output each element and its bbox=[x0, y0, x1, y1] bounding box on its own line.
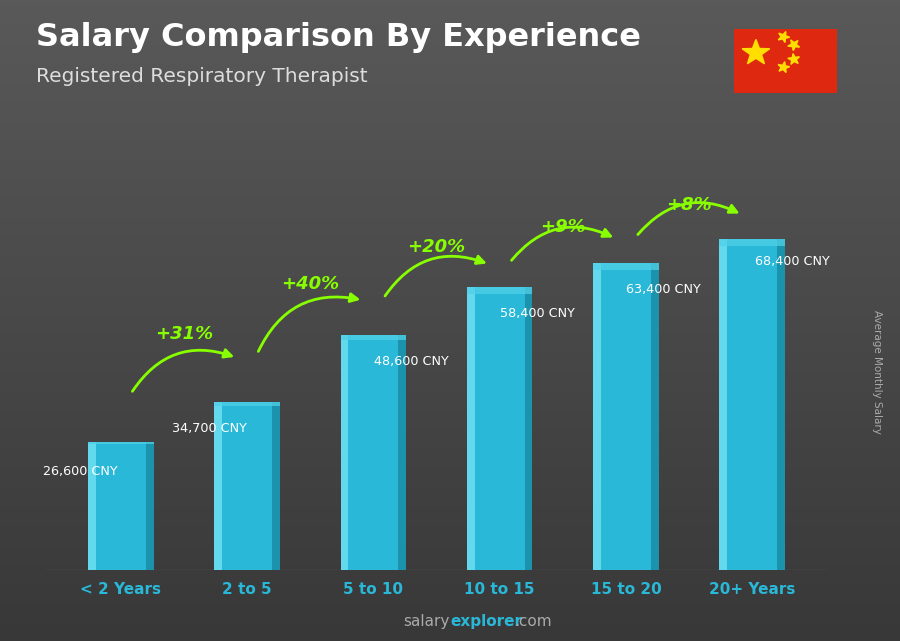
Bar bbox=[593, 263, 601, 570]
Bar bbox=[593, 263, 659, 270]
Bar bbox=[525, 287, 533, 570]
Text: .com: .com bbox=[515, 615, 553, 629]
Text: 34,700 CNY: 34,700 CNY bbox=[172, 422, 247, 435]
Text: 63,400 CNY: 63,400 CNY bbox=[626, 283, 701, 296]
Bar bbox=[399, 335, 406, 570]
Bar bbox=[88, 442, 154, 570]
Text: 58,400 CNY: 58,400 CNY bbox=[500, 307, 575, 320]
Bar bbox=[467, 287, 474, 570]
Polygon shape bbox=[788, 54, 799, 64]
Text: +40%: +40% bbox=[281, 276, 339, 294]
Bar bbox=[467, 287, 533, 294]
Bar bbox=[88, 442, 95, 570]
Bar bbox=[340, 335, 406, 570]
Bar bbox=[88, 442, 154, 444]
Bar bbox=[340, 335, 348, 570]
Polygon shape bbox=[742, 40, 770, 63]
Bar bbox=[146, 442, 154, 570]
Bar bbox=[719, 239, 785, 246]
Text: Salary Comparison By Experience: Salary Comparison By Experience bbox=[36, 22, 641, 53]
Text: 48,600 CNY: 48,600 CNY bbox=[374, 355, 448, 368]
Bar bbox=[272, 403, 280, 570]
FancyBboxPatch shape bbox=[732, 28, 839, 94]
Bar bbox=[340, 335, 406, 340]
Bar bbox=[214, 403, 222, 570]
Bar bbox=[778, 239, 785, 570]
Bar bbox=[719, 239, 785, 570]
Text: +8%: +8% bbox=[666, 196, 712, 214]
Polygon shape bbox=[778, 31, 789, 42]
Text: 26,600 CNY: 26,600 CNY bbox=[43, 465, 118, 478]
Text: +31%: +31% bbox=[155, 325, 213, 343]
Bar bbox=[214, 403, 280, 406]
Text: 68,400 CNY: 68,400 CNY bbox=[755, 255, 830, 268]
Text: salary: salary bbox=[403, 615, 450, 629]
Text: Average Monthly Salary: Average Monthly Salary bbox=[872, 310, 883, 434]
Bar bbox=[593, 263, 659, 570]
Text: +9%: +9% bbox=[540, 218, 586, 236]
Text: Registered Respiratory Therapist: Registered Respiratory Therapist bbox=[36, 67, 367, 87]
Polygon shape bbox=[788, 40, 799, 51]
Bar bbox=[719, 239, 727, 570]
Bar bbox=[467, 287, 533, 570]
Polygon shape bbox=[778, 62, 789, 72]
Bar bbox=[651, 263, 659, 570]
Text: +20%: +20% bbox=[408, 238, 465, 256]
Bar bbox=[214, 403, 280, 570]
Text: explorer: explorer bbox=[450, 615, 522, 629]
